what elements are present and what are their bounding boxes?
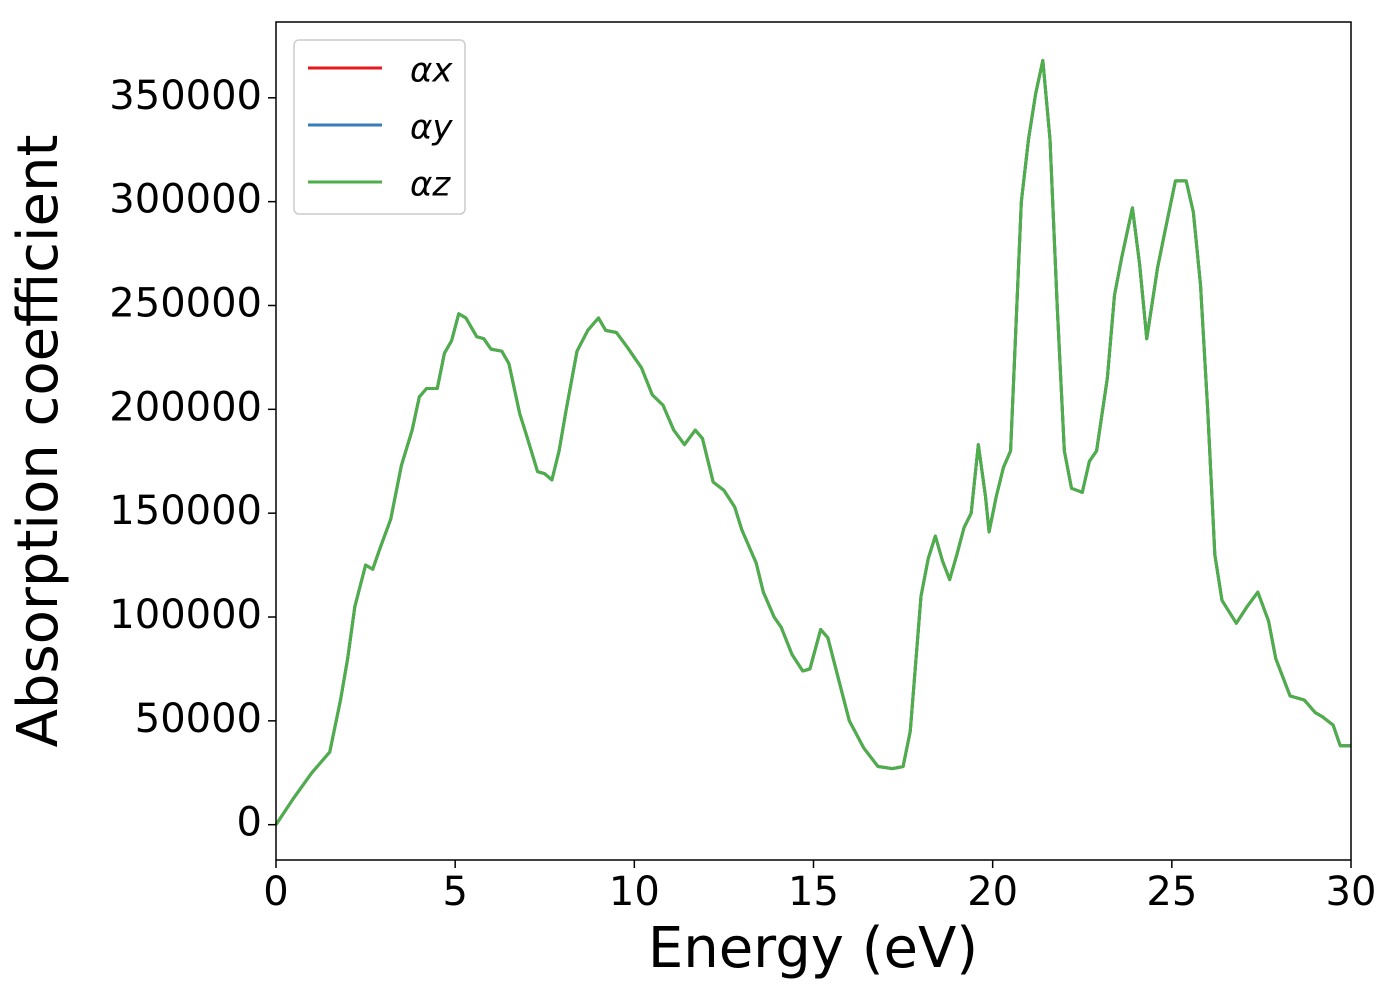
data-line bbox=[274, 58, 1351, 826]
x-tick-label: 20 bbox=[967, 869, 1018, 915]
legend-label: αz bbox=[410, 165, 451, 205]
x-tick-label: 0 bbox=[263, 869, 288, 915]
x-tick-label: 25 bbox=[1146, 869, 1197, 915]
y-tick-label: 100000 bbox=[109, 592, 262, 638]
y-tick-label: 0 bbox=[237, 800, 262, 846]
legend: αx αy αz bbox=[293, 39, 466, 215]
legend-box bbox=[293, 39, 466, 215]
plot-frame bbox=[275, 21, 1352, 861]
x-tick-label: 10 bbox=[609, 869, 660, 915]
y-tick-label: 150000 bbox=[109, 488, 262, 534]
legend-label: αx bbox=[410, 51, 453, 91]
y-tick-label: 300000 bbox=[109, 177, 262, 223]
legend-label: αy bbox=[410, 108, 453, 148]
x-tick-label: 30 bbox=[1326, 869, 1377, 915]
y-tick-label: 350000 bbox=[109, 73, 262, 119]
y-tick-label: 250000 bbox=[109, 280, 262, 326]
x-tick-label: 15 bbox=[788, 869, 839, 915]
y-axis-label: Absorption coefficient bbox=[6, 135, 71, 748]
y-tick-label: 50000 bbox=[135, 696, 262, 742]
x-axis-label: Energy (eV) bbox=[648, 916, 978, 981]
x-tick-label: 5 bbox=[442, 869, 467, 915]
y-tick-label: 200000 bbox=[109, 384, 262, 430]
